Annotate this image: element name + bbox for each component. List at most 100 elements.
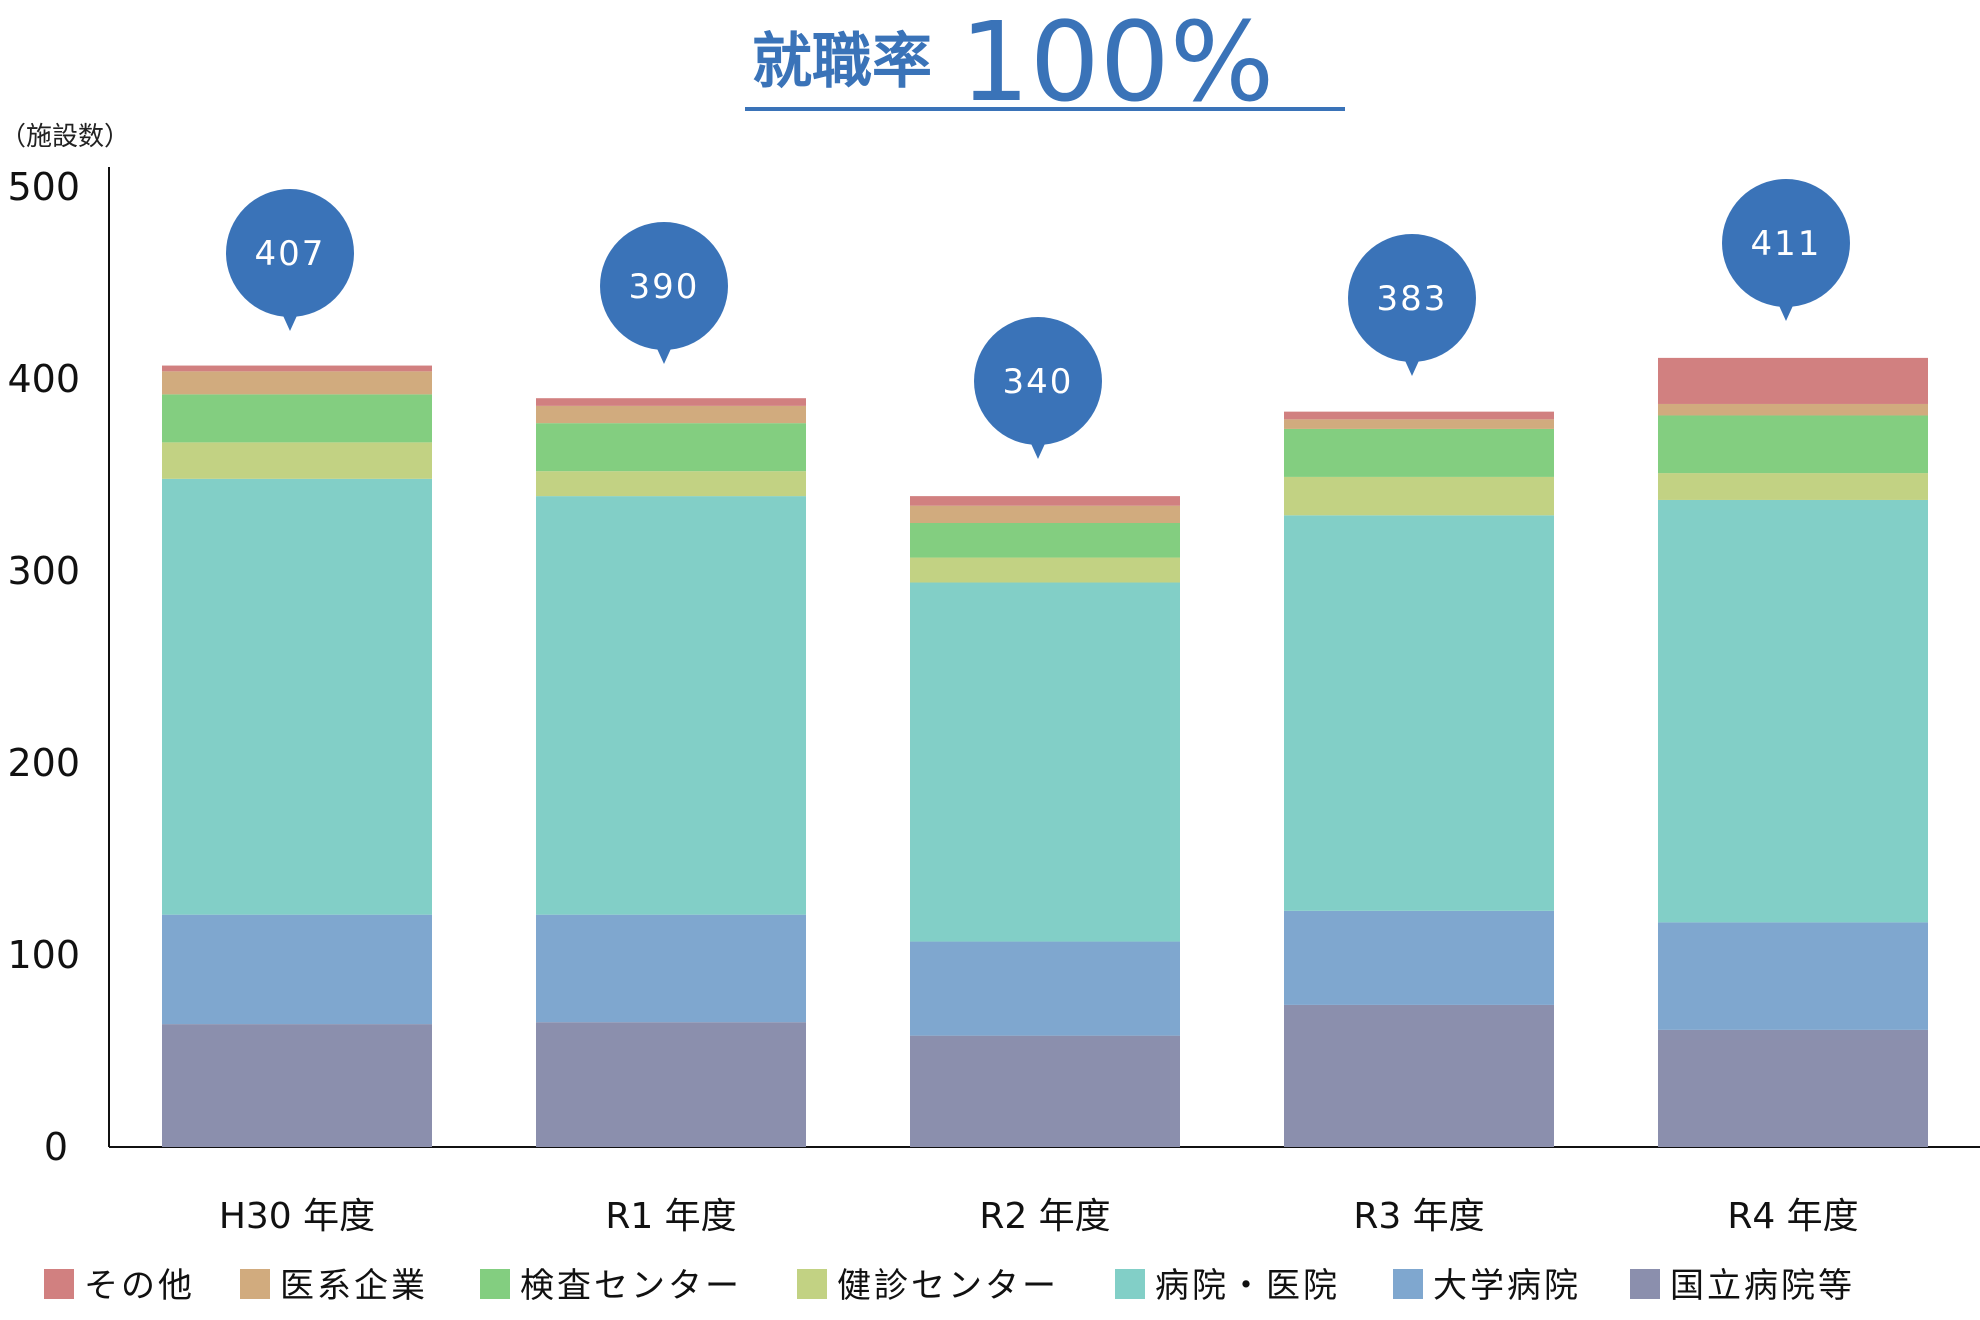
bar-segment (910, 582, 1180, 942)
title-value: 100% (960, 0, 1274, 126)
bar-segment (162, 365, 432, 372)
bar-segment (1658, 357, 1928, 404)
bubble-pointer (280, 309, 300, 331)
legend-label: 医系企業 (280, 1266, 428, 1306)
legend-item: 病院・医院 (1115, 1266, 1340, 1306)
y-tick-label: 500 (7, 165, 80, 209)
bar-stack (1284, 411, 1554, 1147)
x-tick-label: H30 年度 (219, 1196, 375, 1237)
bubble-circle (1722, 179, 1850, 307)
legend-item: 健診センター (797, 1266, 1059, 1306)
total-label: 411 (1751, 224, 1822, 264)
legend-swatch (797, 1269, 827, 1299)
y-axis-unit-label: （施設数） (0, 122, 130, 152)
bar-stack (162, 365, 432, 1147)
bar-segment (1658, 473, 1928, 500)
legend-swatch (1630, 1269, 1660, 1299)
bar-segment (162, 394, 432, 443)
total-bubble: 411 (1722, 179, 1850, 321)
bar-segment (910, 505, 1180, 523)
bar-segment (536, 405, 806, 424)
bar-segment (536, 496, 806, 915)
total-bubbles: 407 390 340 383 411 (226, 179, 1850, 459)
bubble-pointer (1402, 354, 1422, 376)
legend-swatch (240, 1269, 270, 1299)
chart-title: 就職率 100% (745, 0, 1345, 126)
x-axis-labels: H30 年度 R1 年度 R2 年度 R3 年度 R4 年度 (219, 1196, 1859, 1237)
y-tick-label: 0 (44, 1125, 68, 1169)
bar-segment (910, 523, 1180, 558)
bar-segment (536, 423, 806, 472)
bar-segment (1284, 1004, 1554, 1147)
bubble-circle (600, 222, 728, 350)
y-tick-label: 100 (7, 933, 80, 977)
legend: その他 医系企業 検査センター 健診センター 病院・医院 大学病院 国立病院等 (44, 1266, 1855, 1306)
bar-segment (536, 471, 806, 497)
total-bubble: 340 (974, 317, 1102, 459)
legend-item: 国立病院等 (1630, 1266, 1855, 1306)
bubble-circle (974, 317, 1102, 445)
legend-label: 国立病院等 (1670, 1266, 1855, 1306)
bar-segment (910, 941, 1180, 1036)
bars (162, 357, 1928, 1147)
legend-label: その他 (84, 1266, 195, 1306)
total-label: 407 (255, 234, 326, 274)
x-tick-label: R3 年度 (1353, 1196, 1484, 1237)
x-tick-label: R1 年度 (605, 1196, 736, 1237)
total-bubble: 383 (1348, 234, 1476, 376)
legend-item: 検査センター (480, 1266, 742, 1306)
bar-segment (536, 1022, 806, 1147)
bar-segment (162, 442, 432, 479)
legend-item: 医系企業 (240, 1266, 428, 1306)
y-tick-label: 200 (7, 741, 80, 785)
title-prefix: 就職率 (752, 27, 932, 97)
bar-segment (1284, 411, 1554, 420)
total-label: 340 (1003, 362, 1074, 402)
bar-segment (162, 371, 432, 395)
bar-segment (162, 1024, 432, 1147)
bar-stack (1658, 357, 1928, 1147)
bubble-circle (1348, 234, 1476, 362)
y-tick-label: 300 (7, 549, 80, 593)
bar-segment (1658, 415, 1928, 474)
y-axis-ticks: 0 100 200 300 400 500 (7, 165, 80, 1169)
bar-stack (910, 496, 1180, 1147)
bar-stack (536, 398, 806, 1147)
bubble-pointer (654, 342, 674, 364)
bar-segment (910, 557, 1180, 583)
bar-segment (1284, 428, 1554, 477)
bar-segment (1658, 1029, 1928, 1147)
total-label: 390 (629, 267, 700, 307)
legend-swatch (44, 1269, 74, 1299)
bar-segment (162, 914, 432, 1025)
total-label: 383 (1377, 279, 1448, 319)
legend-item: 大学病院 (1393, 1266, 1581, 1306)
legend-swatch (1393, 1269, 1423, 1299)
bar-segment (162, 478, 432, 915)
bar-segment (1658, 922, 1928, 1030)
bar-segment (1284, 910, 1554, 1005)
bar-segment (536, 398, 806, 406)
x-tick-label: R4 年度 (1727, 1196, 1858, 1237)
bar-segment (536, 914, 806, 1023)
legend-item: その他 (44, 1266, 195, 1306)
legend-label: 病院・医院 (1155, 1266, 1340, 1306)
bar-segment (910, 1035, 1180, 1147)
legend-label: 健診センター (837, 1266, 1059, 1306)
legend-label: 検査センター (520, 1266, 742, 1306)
bubble-pointer (1776, 299, 1796, 321)
bar-segment (1284, 476, 1554, 516)
bar-segment (1284, 515, 1554, 911)
bar-segment (910, 496, 1180, 506)
total-bubble: 407 (226, 189, 354, 331)
y-tick-label: 400 (7, 357, 80, 401)
bar-segment (1284, 419, 1554, 429)
legend-swatch (480, 1269, 510, 1299)
legend-swatch (1115, 1269, 1145, 1299)
title-underline (745, 107, 1345, 111)
bubble-circle (226, 189, 354, 317)
bar-segment (1658, 499, 1928, 923)
total-bubble: 390 (600, 222, 728, 364)
legend-label: 大学病院 (1433, 1266, 1581, 1306)
